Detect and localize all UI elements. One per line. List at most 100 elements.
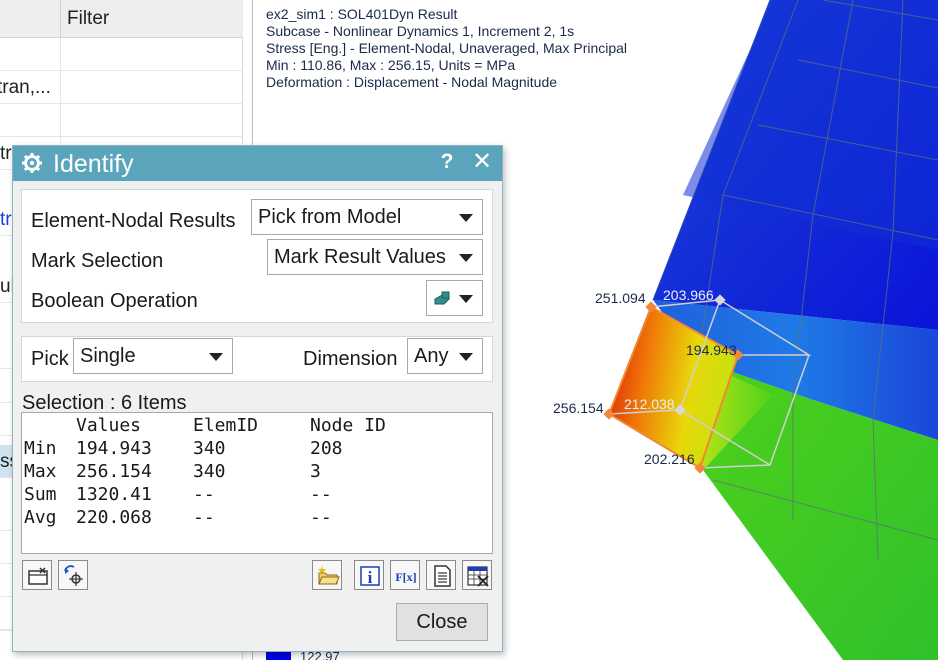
value-cell: 1320.41 bbox=[76, 484, 152, 505]
node-id-cell: -- bbox=[310, 484, 332, 505]
element-nodal-dropdown[interactable]: Pick from Model bbox=[251, 199, 483, 235]
header-separator bbox=[60, 0, 61, 38]
node-value-label: 251.094 bbox=[595, 290, 646, 306]
result-title: ex2_sim1 : SOL401Dyn Result bbox=[266, 6, 458, 22]
result-info-header: ex2_sim1 : SOL401Dyn Result Subcase - No… bbox=[266, 6, 627, 91]
value-cell: 220.068 bbox=[76, 507, 152, 528]
node-value-label: 194.943 bbox=[686, 342, 737, 358]
result-range: Min : 110.86, Max : 256.15, Units = MPa bbox=[266, 57, 516, 73]
value-cell: 256.154 bbox=[76, 461, 152, 482]
table-row[interactable] bbox=[0, 104, 243, 137]
node-id-cell: 208 bbox=[310, 438, 343, 459]
function-button[interactable]: F[x] bbox=[390, 560, 420, 590]
function-icon: F[x] bbox=[395, 570, 416, 584]
help-icon[interactable]: ? bbox=[440, 150, 454, 173]
elem-id-cell: -- bbox=[193, 507, 215, 528]
table-row[interactable]: tran,... bbox=[0, 71, 243, 104]
node-value-label: 212.038 bbox=[624, 396, 675, 412]
mark-selection-dropdown[interactable]: Mark Result Values bbox=[267, 239, 483, 275]
gear-icon bbox=[22, 153, 42, 173]
boolean-operation-dropdown[interactable] bbox=[426, 280, 483, 316]
results-row-min: Min 194.943 340 208 bbox=[22, 438, 343, 461]
result-deformation: Deformation : Displacement - Nodal Magni… bbox=[266, 74, 558, 90]
mesh-lines bbox=[697, 0, 938, 561]
elem-id-cell: -- bbox=[193, 484, 215, 505]
svg-text:i: i bbox=[368, 568, 373, 587]
boolean-operation-label: Boolean Operation bbox=[31, 290, 198, 312]
close-icon[interactable]: ✕ bbox=[471, 148, 493, 175]
row-text: tr bbox=[0, 143, 12, 164]
pick-dropdown[interactable]: Single bbox=[73, 338, 233, 374]
information-button[interactable]: i bbox=[354, 560, 384, 590]
results-row-sum: Sum 1320.41 -- -- bbox=[22, 484, 332, 507]
selected-element[interactable] bbox=[603, 294, 812, 474]
result-subcase: Subcase - Nonlinear Dynamics 1, Incremen… bbox=[266, 23, 575, 39]
open-folder-icon bbox=[318, 566, 340, 585]
column-header: Values bbox=[76, 415, 142, 436]
listing-icon bbox=[434, 565, 451, 587]
result-stress-type: Stress [Eng.] - Element-Nodal, Unaverage… bbox=[266, 40, 628, 56]
dropdown-value: Pick from Model bbox=[258, 206, 402, 228]
filter-column-header[interactable]: Filter bbox=[67, 8, 110, 29]
node-value-label: 256.154 bbox=[553, 400, 604, 416]
close-button[interactable]: Close bbox=[396, 603, 488, 641]
blue-elements bbox=[653, 0, 938, 440]
column-header: Node ID bbox=[310, 415, 386, 436]
row-label: Min bbox=[24, 438, 57, 459]
table-header: Filter bbox=[0, 0, 243, 38]
row-text: tr bbox=[0, 209, 12, 230]
export-spreadsheet-button[interactable] bbox=[462, 560, 492, 590]
dialog-title-bar[interactable]: Identify ? ✕ bbox=[13, 146, 502, 181]
open-file-button[interactable] bbox=[312, 560, 342, 590]
dialog-title: Identify bbox=[53, 150, 134, 178]
table-row[interactable] bbox=[0, 38, 243, 71]
results-row-max: Max 256.154 340 3 bbox=[22, 461, 321, 484]
pick-node-button[interactable] bbox=[58, 560, 88, 590]
results-row-avg: Avg 220.068 -- -- bbox=[22, 507, 332, 530]
selection-count-label: Selection : 6 Items bbox=[22, 392, 187, 414]
display-selected-button[interactable] bbox=[22, 560, 52, 590]
row-text: ul bbox=[0, 276, 15, 297]
elem-id-cell: 340 bbox=[193, 461, 226, 482]
listing-window-button[interactable] bbox=[426, 560, 456, 590]
dropdown-value: Mark Result Values bbox=[274, 246, 446, 268]
row-text: tran,... bbox=[0, 77, 51, 98]
identify-dialog: Identify ? ✕ Element-Nodal Results Pick … bbox=[12, 145, 503, 652]
spreadsheet-icon bbox=[467, 566, 489, 587]
svg-text:F[x]: F[x] bbox=[395, 570, 416, 584]
mark-selection-label: Mark Selection bbox=[31, 250, 164, 272]
pick-options-panel: Pick Single Dimension Any bbox=[21, 336, 493, 382]
node-value-label: 203.966 bbox=[663, 287, 714, 303]
results-options-panel: Element-Nodal Results Pick from Model Ma… bbox=[21, 189, 493, 323]
row-label: Avg bbox=[24, 507, 57, 528]
elem-id-cell: 340 bbox=[193, 438, 226, 459]
cell-separator bbox=[60, 38, 61, 70]
results-listing[interactable]: Values ElemID Node ID Min 194.943 340 20… bbox=[21, 412, 493, 554]
fem-mesh-contour[interactable] bbox=[253, 0, 938, 660]
chevron-down-icon bbox=[459, 214, 473, 222]
pick-node-icon bbox=[64, 565, 83, 586]
chevron-down-icon bbox=[459, 353, 473, 361]
dimension-label: Dimension bbox=[303, 348, 398, 370]
cell-separator bbox=[60, 71, 61, 103]
legend-value: 122.97 bbox=[300, 649, 340, 660]
boundary-edge bbox=[652, 0, 771, 301]
row-label: Max bbox=[24, 461, 57, 482]
value-cell: 194.943 bbox=[76, 438, 152, 459]
node-id-cell: 3 bbox=[310, 461, 321, 482]
row-label: Sum bbox=[24, 484, 57, 505]
display-selected-icon bbox=[28, 567, 48, 585]
results-header-row: Values ElemID Node ID bbox=[22, 415, 386, 438]
chevron-down-icon bbox=[209, 353, 223, 361]
information-icon: i bbox=[360, 566, 380, 587]
node-id-cell: -- bbox=[310, 507, 332, 528]
boolean-unite-icon bbox=[434, 291, 450, 305]
pick-label: Pick bbox=[31, 348, 69, 370]
chevron-down-icon bbox=[459, 254, 473, 262]
dropdown-value: Single bbox=[80, 345, 136, 367]
legend-color-swatch bbox=[266, 650, 291, 660]
cell-separator bbox=[60, 104, 61, 136]
dimension-dropdown[interactable]: Any bbox=[407, 338, 483, 374]
dropdown-value: Any bbox=[414, 345, 449, 367]
